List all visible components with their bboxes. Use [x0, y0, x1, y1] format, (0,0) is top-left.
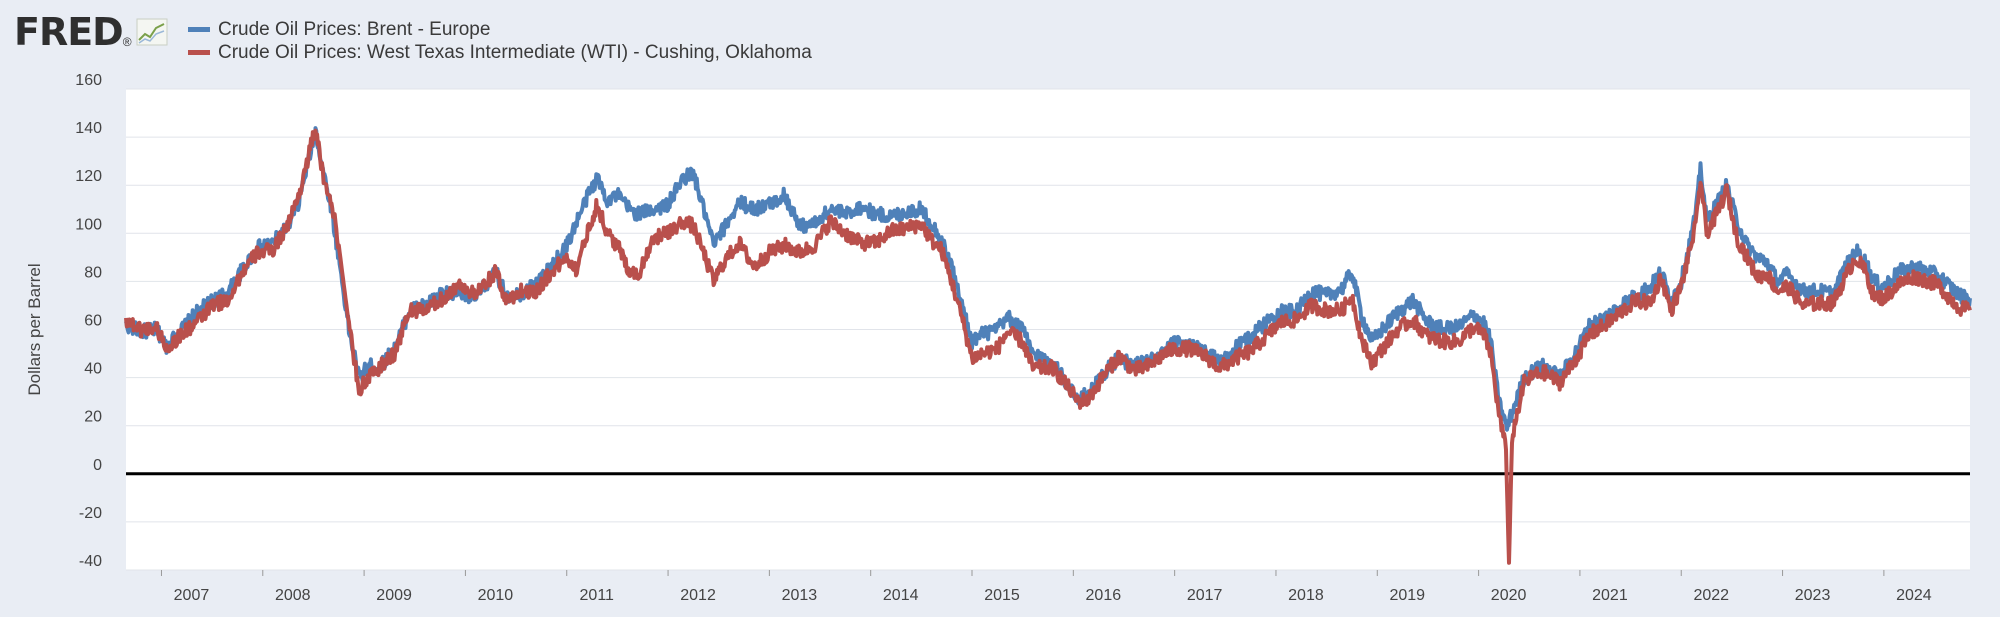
x-tick-label: 2023	[1795, 587, 1831, 604]
legend: Crude Oil Prices: Brent - Europe Crude O…	[188, 18, 812, 64]
x-tick-label: 2018	[1288, 587, 1324, 604]
y-tick-label: -40	[79, 553, 102, 570]
legend-item-wti[interactable]: Crude Oil Prices: West Texas Intermediat…	[188, 41, 812, 64]
y-axis-title: Dollars per Barrel	[25, 263, 44, 395]
x-tick-label: 2020	[1491, 587, 1527, 604]
legend-swatch-wti	[188, 50, 210, 55]
y-tick-label: 120	[75, 168, 102, 185]
registered-mark: ®	[122, 35, 132, 49]
legend-swatch-brent	[188, 27, 210, 32]
legend-item-brent[interactable]: Crude Oil Prices: Brent - Europe	[188, 18, 812, 41]
x-tick-label: 2007	[174, 587, 210, 604]
x-axis-ticks: 2007 2008 2009 2010 2011 2012 2013 2014 2015 2016…	[160, 570, 1932, 604]
x-tick-label: 2012	[680, 587, 716, 604]
y-tick-label: 100	[75, 216, 102, 233]
x-tick-label: 2009	[376, 587, 412, 604]
x-tick-label: 2016	[1086, 587, 1122, 604]
x-tick-label: 2024	[1896, 587, 1932, 604]
y-tick-label: 20	[84, 409, 102, 426]
y-tick-label: 60	[84, 313, 102, 330]
x-tick-label: 2015	[984, 587, 1020, 604]
y-tick-label: 40	[84, 361, 102, 378]
x-tick-label: 2008	[275, 587, 311, 604]
logo-text: FRED	[14, 10, 124, 54]
x-tick-label: 2021	[1592, 587, 1628, 604]
y-tick-label: 0	[93, 457, 102, 474]
x-tick-label: 2013	[782, 587, 818, 604]
legend-label-wti: Crude Oil Prices: West Texas Intermediat…	[218, 42, 812, 63]
series-line-brent[interactable]	[124, 126, 1972, 432]
y-axis-ticks: 160 140 120 100 80 60 40 20 0 -20 -40	[75, 72, 102, 570]
series-lines	[124, 126, 1972, 565]
series-line-wti[interactable]	[124, 128, 1972, 565]
y-tick-label: 160	[75, 72, 102, 89]
legend-label-brent: Crude Oil Prices: Brent - Europe	[218, 19, 491, 40]
x-tick-label: 2010	[478, 587, 514, 604]
line-chart-icon	[136, 18, 168, 46]
fred-logo[interactable]: FRED ®	[14, 12, 168, 52]
y-tick-label: 140	[75, 120, 102, 137]
x-tick-label: 2022	[1693, 587, 1729, 604]
x-tick-label: 2014	[883, 587, 919, 604]
x-tick-label: 2017	[1187, 587, 1223, 604]
x-tick-label: 2011	[580, 587, 615, 604]
x-tick-label: 2019	[1389, 587, 1425, 604]
y-tick-label: -20	[79, 505, 102, 522]
y-tick-label: 80	[84, 264, 102, 281]
